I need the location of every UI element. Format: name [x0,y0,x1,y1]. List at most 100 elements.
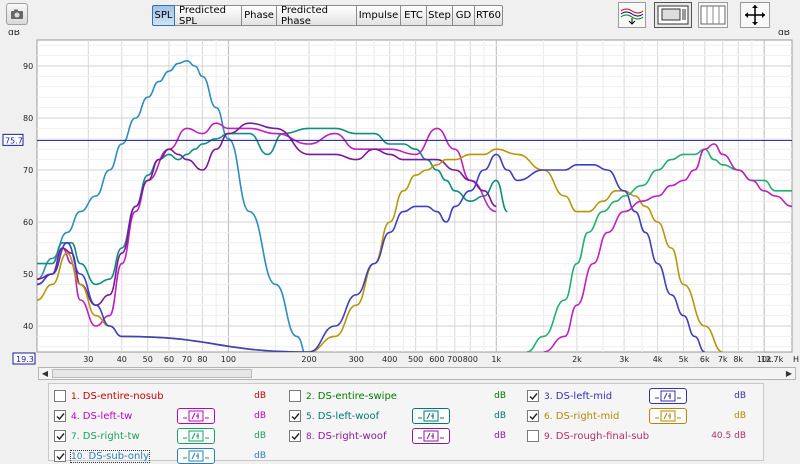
checkmark-icon [291,432,300,440]
tab-predicted-phase[interactable]: Predicted Phase [277,5,357,27]
legend-checkbox[interactable] [54,450,66,462]
x-tick-label: 3k [619,355,629,364]
legend-label[interactable]: 1. DS-entire-nosub [71,391,164,402]
tab-gd[interactable]: GD [453,5,475,26]
legend-checkbox[interactable] [289,430,301,442]
spl-scale-button[interactable] [618,2,646,28]
horizontal-scrollbar[interactable]: ◀ ▶ [38,367,796,380]
series-line-2 [37,127,508,286]
eq-button[interactable] [177,408,215,424]
eq-button[interactable] [412,408,450,424]
eq-filter-icon [183,410,209,422]
spl-plot[interactable]: 30 40 50 60 70 80 100 200 300 400 500 600 700 800 1k 2k… [0,28,800,366]
eq-button[interactable] [412,428,450,444]
eq-filter-icon [183,430,209,442]
legend-label[interactable]: 9. DS-rough-final-sub [544,431,649,442]
x-tick-label: 50 [143,355,153,364]
legend-name: DS-rough-final-sub [552,430,650,442]
eq-filter-icon [655,410,681,422]
legend-number: 8. [306,431,315,442]
camera-icon [11,9,23,19]
x-tick-label: 2k [572,355,582,364]
legend-name: DS-left-woof [314,410,380,422]
legend-label[interactable]: 4. DS-left-tw [71,411,132,422]
legend-db-value: dB [254,391,266,401]
x-tick-label: 1k [491,355,501,364]
y-tick-label: 40 [23,322,33,331]
scroll-right-icon[interactable]: ▶ [785,369,793,378]
tab-phase[interactable]: Phase [242,5,277,26]
tab-spl[interactable]: SPL [152,5,175,26]
legend-checkbox[interactable] [289,390,301,402]
legend-label[interactable]: 5. DS-left-woof [306,411,379,422]
y-unit-right: dB [778,30,790,38]
legend-label[interactable]: 3. DS-left-mid [544,391,612,402]
layout-icon [657,5,689,25]
eq-filter-icon [418,410,444,422]
legend-name: DS-left-mid [552,390,613,402]
legend-item: 1. DS-entire-nosub [54,386,164,406]
legend-checkbox[interactable] [54,410,66,422]
legend-name: DS-entire-swipe [314,390,397,402]
graph-tabs: SPL Predicted SPL Phase Predicted Phase Impu… [152,5,503,27]
x-tick-label: 80 [197,355,207,364]
tab-etc[interactable]: ETC [401,5,427,26]
cursor-readout-box [2,133,24,146]
tab-predicted-spl[interactable]: Predicted SPL [175,5,242,27]
legend-label[interactable]: 7. DS-right-tw [71,431,140,442]
tab-impulse[interactable]: Impulse [357,5,401,26]
layout-button[interactable] [654,2,692,28]
x-tick-label: 700 [447,355,462,364]
legend-label[interactable]: 2. DS-entire-swipe [306,391,397,402]
legend-checkbox[interactable] [527,410,539,422]
x-tick-label: 100 [221,355,236,364]
legend-checkbox[interactable] [527,390,539,402]
scrollbar-thumb[interactable] [52,369,252,378]
legend-db-value: dB [254,451,266,461]
toolbar: SPL Predicted SPL Phase Predicted Phase Impu… [0,0,800,30]
eq-button[interactable] [649,388,687,404]
move-button[interactable] [740,2,770,28]
plot-area[interactable] [36,39,793,353]
checkmark-icon [529,412,538,420]
legend-checkbox[interactable] [54,430,66,442]
x-tick-label: 10k [757,355,772,364]
eq-filter-icon [418,430,444,442]
legend-item: 2. DS-entire-swipe [289,386,397,406]
tab-step[interactable]: Step [427,5,453,26]
legend-checkbox[interactable] [54,390,66,402]
x-start-readout: 19.3 [16,355,34,364]
checkmark-icon [56,452,65,460]
legend-checkbox[interactable] [527,430,539,442]
legend-name: DS-entire-nosub [79,390,164,402]
legend-item: 8. DS-right-woof [289,426,386,446]
scroll-left-icon[interactable]: ◀ [41,369,49,378]
y-unit-left: dB [8,30,20,38]
checkmark-icon [291,412,300,420]
tab-rt60[interactable]: RT60 [475,5,503,26]
legend-number: 4. [71,411,80,422]
legend-item: 3. DS-left-mid [527,386,612,406]
legend-label[interactable]: 10. DS-sub-only [69,449,151,463]
x-start-readout-box [12,352,36,365]
grid-button[interactable] [698,2,728,28]
spl-graph[interactable]: 30 40 50 60 70 80 100 200 300 400 500 600 700 800 1k 2k… [0,28,800,366]
camera-button[interactable] [6,3,28,25]
legend-db-value: dB [734,391,746,401]
legend-number: 2. [306,391,315,402]
y-tick-label: 60 [23,218,33,227]
eq-button[interactable] [177,428,215,444]
checkmark-icon [529,392,538,400]
x-end-label: 12.7k [761,355,784,364]
x-tick-label: 500 [408,355,423,364]
legend-name: DS-right-woof [314,430,387,442]
eq-button[interactable] [649,408,687,424]
legend-checkbox[interactable] [289,410,301,422]
y-tick-label: 80 [23,114,33,123]
checkmark-icon [56,432,65,440]
eq-button[interactable] [177,448,215,464]
legend-label[interactable]: 6. DS-right-mid [544,411,619,422]
legend-label[interactable]: 8. DS-right-woof [306,431,386,442]
cursor-readout: 75.7 [5,136,23,145]
